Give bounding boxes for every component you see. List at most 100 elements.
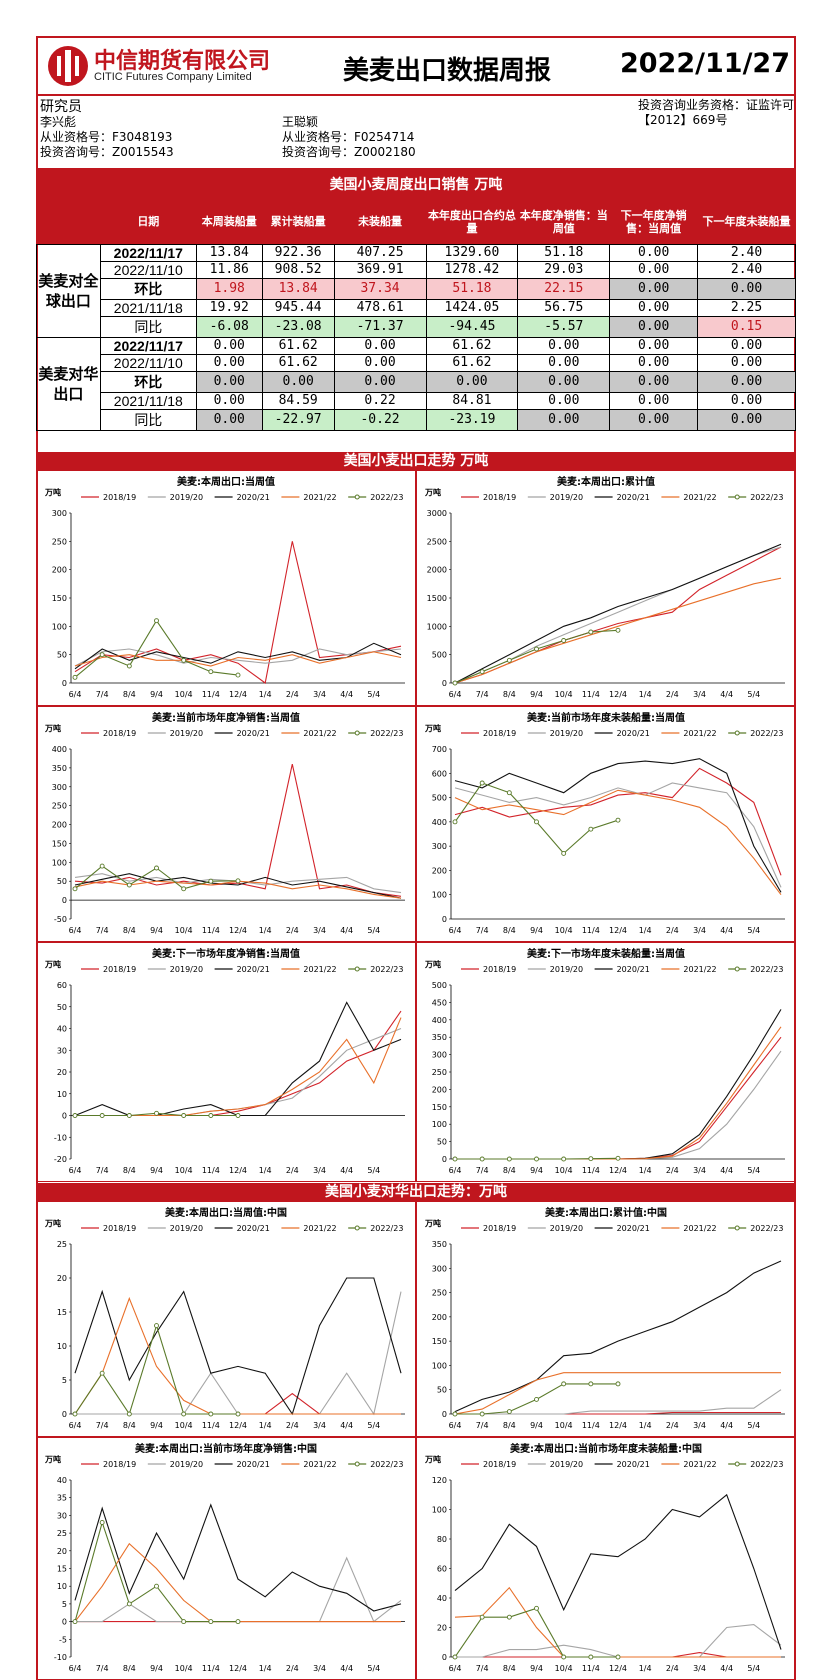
y-tick-label: 20 <box>57 1274 67 1283</box>
x-tick-label: 11/4 <box>202 1664 220 1673</box>
x-tick-label: 2/4 <box>666 926 679 935</box>
legend-label: 2019/20 <box>550 493 583 502</box>
x-tick-label: 2/4 <box>666 1166 679 1175</box>
series-point <box>506 1409 512 1415</box>
series-point <box>235 672 241 678</box>
table-header-3: 未装船量 <box>334 200 426 244</box>
legend-label: 2019/20 <box>170 1460 203 1469</box>
series-line <box>455 1050 782 1160</box>
series-line <box>74 880 402 899</box>
series-line <box>454 577 782 684</box>
x-tick-label: 7/4 <box>96 1664 109 1673</box>
legend-label: 2021/22 <box>683 1460 716 1469</box>
y-tick-label: 50 <box>57 651 67 660</box>
x-tick-label: 10/4 <box>555 690 573 699</box>
x-tick-label: 1/4 <box>259 1664 272 1673</box>
x-tick-label: 1/4 <box>259 1166 272 1175</box>
series-point <box>561 638 567 643</box>
x-tick-label: 12/4 <box>229 1166 247 1175</box>
series-point <box>126 1113 132 1118</box>
legend-label: 2020/21 <box>237 1224 270 1233</box>
x-tick-label: 4/4 <box>720 1166 733 1175</box>
table-cell: 0.00 <box>697 353 796 372</box>
chart-panel-7: 美麦:本周出口:累计值:中国 万吨 2018/19 2019/20 2020/21 202… <box>416 1201 796 1437</box>
x-tick-label: 4/4 <box>720 926 733 935</box>
legend-label: 2019/20 <box>550 1224 583 1233</box>
x-tick-label: 3/4 <box>693 1664 706 1673</box>
chart-title: 美麦:当前市场年度净销售:当周值 <box>152 711 300 724</box>
table-cell: 61.62 <box>261 353 335 372</box>
table-cell: 0.00 <box>195 336 263 355</box>
y-tick-label: 100 <box>52 622 67 631</box>
series-line <box>74 763 402 897</box>
table-cell: 84.81 <box>425 391 519 410</box>
x-tick-label: 4/4 <box>340 1664 353 1673</box>
table-cell: 0.00 <box>195 370 263 393</box>
legend-label: 2020/21 <box>237 965 270 974</box>
table-cell: 0.00 <box>425 370 519 393</box>
y-unit-label: 万吨 <box>44 1454 61 1464</box>
series-line <box>74 1277 402 1416</box>
analyst-1: 研究员 李兴彪 从业资格号：F3048193 投资咨询号：Z0015543 <box>40 100 174 160</box>
analyst-2: 王聪颖 从业资格号：F0254714 投资咨询号：Z0002180 <box>282 115 416 160</box>
x-tick-label: 3/4 <box>693 690 706 699</box>
x-tick-label: 7/4 <box>476 926 489 935</box>
y-tick-label: 40 <box>57 1476 67 1485</box>
chart-panel-6: 美麦:本周出口:当周值:中国 万吨 2018/19 2019/20 2020/21 202… <box>36 1201 416 1437</box>
series-line <box>75 1392 401 1415</box>
series-point <box>615 1654 621 1660</box>
x-tick-label: 9/4 <box>530 1421 543 1430</box>
series-point <box>452 819 458 825</box>
series-point <box>534 1605 539 1611</box>
row-date: 2022/11/10 <box>99 260 197 279</box>
series-point <box>181 657 187 663</box>
y-tick-label: 0 <box>62 679 67 688</box>
legend-label: 2020/21 <box>617 493 650 502</box>
x-tick-label: 10/4 <box>175 926 193 935</box>
series-point <box>479 669 485 675</box>
y-tick-label: 100 <box>52 858 67 867</box>
x-tick-label: 7/4 <box>96 1421 109 1430</box>
legend-label: 2018/19 <box>103 1460 136 1469</box>
y-tick-label: 100 <box>432 891 447 900</box>
chart-panel-4: 美麦:下一市场年度净销售:当周值 万吨 2018/19 2019/20 2020/21 2… <box>36 942 416 1182</box>
legend-label: 2022/23 <box>370 493 403 502</box>
legend-label: 2022/23 <box>750 1224 783 1233</box>
table-cell: 0.00 <box>609 315 699 338</box>
x-tick-label: 6/4 <box>69 926 82 935</box>
y-tick-label: 300 <box>432 1051 447 1060</box>
series-point <box>588 1156 594 1162</box>
series-point <box>615 627 621 633</box>
x-tick-label: 12/4 <box>229 1664 247 1673</box>
y-tick-label: 20 <box>57 1068 67 1077</box>
chart-panel-3: 美麦:当前市场年度未装船量:当周值 万吨 2018/19 2019/20 2020/21… <box>416 706 796 942</box>
chart-panel-0: 美麦:本周出口:当周值 万吨 2018/19 2019/20 2020/21 2021/2… <box>36 470 416 706</box>
series-point <box>561 1654 567 1660</box>
y-tick-label: 300 <box>52 509 67 518</box>
x-tick-label: 8/4 <box>123 1421 136 1430</box>
table-cell: -23.08 <box>261 315 335 338</box>
y-tick-label: 40 <box>437 1594 447 1603</box>
series-point <box>235 1411 241 1417</box>
y-tick-label: 40 <box>57 1025 67 1034</box>
x-tick-label: 12/4 <box>229 690 247 699</box>
x-tick-label: 5/4 <box>367 1664 380 1673</box>
legend-label: 2018/19 <box>483 1224 516 1233</box>
x-tick-label: 3/4 <box>313 690 326 699</box>
y-tick-label: 200 <box>52 566 67 575</box>
series-line <box>454 767 782 876</box>
series-point <box>99 1520 105 1525</box>
group-label: 美麦对华出口 <box>36 336 101 431</box>
group-label: 美麦对全球出口 <box>36 243 101 338</box>
table-cell: 0.00 <box>609 243 699 262</box>
table-cell: 11.86 <box>195 260 263 279</box>
legend-label: 2020/21 <box>237 493 270 502</box>
series-point <box>479 1156 485 1162</box>
chart-title: 美麦:本周出口:累计值:中国 <box>545 1206 667 1219</box>
y-tick-label: -50 <box>54 915 67 924</box>
table-cell: 29.03 <box>517 260 611 279</box>
y-tick-label: 200 <box>52 821 67 830</box>
legend-label: 2020/21 <box>617 965 650 974</box>
table-cell: 0.00 <box>517 353 611 372</box>
series-point <box>99 863 105 869</box>
